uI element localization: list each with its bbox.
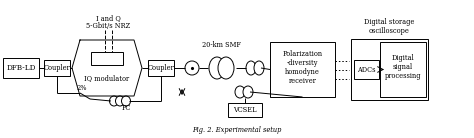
Text: I and Q: I and Q xyxy=(96,14,120,22)
Ellipse shape xyxy=(246,61,256,75)
Text: homodyne: homodyne xyxy=(285,68,320,76)
Ellipse shape xyxy=(109,96,118,106)
Text: ADCs: ADCs xyxy=(357,66,376,74)
Ellipse shape xyxy=(235,86,245,98)
Bar xyxy=(270,42,335,97)
Ellipse shape xyxy=(116,96,125,106)
Bar xyxy=(44,60,70,76)
Text: 20-km SMF: 20-km SMF xyxy=(202,41,241,49)
Bar xyxy=(380,42,426,97)
Text: IQ modulator: IQ modulator xyxy=(84,74,129,82)
Text: Polarization: Polarization xyxy=(283,50,323,58)
Bar xyxy=(351,39,428,100)
Bar xyxy=(228,103,262,117)
Bar xyxy=(91,52,123,65)
Ellipse shape xyxy=(254,61,264,75)
Text: Coupler: Coupler xyxy=(44,64,70,72)
Text: -diversity: -diversity xyxy=(287,59,318,67)
Bar xyxy=(354,60,379,79)
Ellipse shape xyxy=(209,57,225,79)
Text: Digital storage: Digital storage xyxy=(365,18,415,26)
Text: processing: processing xyxy=(385,72,421,80)
Text: receiver: receiver xyxy=(289,77,317,85)
Ellipse shape xyxy=(218,57,234,79)
Text: 2%: 2% xyxy=(76,84,86,92)
Text: PC: PC xyxy=(121,104,131,112)
Bar xyxy=(148,60,174,76)
Text: DFB-LD: DFB-LD xyxy=(6,64,36,72)
Text: 5-Gbit/s NRZ: 5-Gbit/s NRZ xyxy=(86,22,130,30)
Text: Fig. 2. Experimental setup: Fig. 2. Experimental setup xyxy=(192,126,282,134)
Text: Digital: Digital xyxy=(392,54,414,62)
Text: oscilloscope: oscilloscope xyxy=(369,27,410,35)
Text: signal: signal xyxy=(393,63,413,71)
Ellipse shape xyxy=(243,86,253,98)
Ellipse shape xyxy=(121,96,130,106)
Text: Coupler: Coupler xyxy=(147,64,174,72)
Bar xyxy=(3,58,39,78)
Text: VCSEL: VCSEL xyxy=(233,106,257,114)
